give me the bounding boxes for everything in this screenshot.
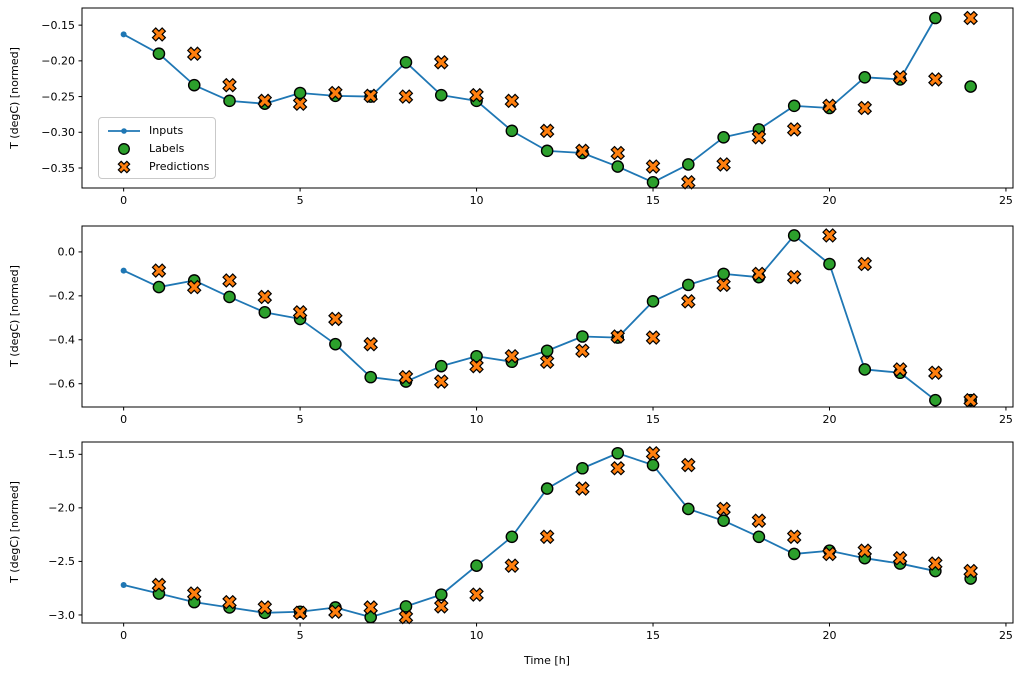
x-tick-label: 25 [999,629,1013,642]
legend-label-predictions: Predictions [149,159,210,173]
labels-circle-icon [106,141,142,155]
x-tick-label: 10 [470,194,484,207]
legend-item-predictions: Predictions [106,158,210,175]
axis-ticks: 0 5 10 15 20 25 −1.5 −2.0 −2.5 −3.0 [48,448,1013,642]
plot-frame [81,441,1014,624]
legend-label-inputs: Inputs [149,123,184,137]
y-axis-label-subplot-1: T (degC) [normed] [8,47,21,149]
x-tick-label: 0 [120,194,127,207]
x-tick-label: 25 [999,413,1013,426]
y-tick-label: −0.25 [41,90,75,103]
x-tick-label: 10 [470,629,484,642]
labels-series [152,229,977,407]
subplot-2: 0 5 10 15 20 25 0.0 −0.2 −0.4 −0.6 [48,225,1014,426]
x-axis-label: Time [h] [524,654,570,667]
inputs-series [120,232,939,404]
x-tick-label: 5 [297,413,304,426]
x-tick-label: 0 [120,629,127,642]
legend-item-labels: Labels [106,140,208,157]
predictions-series [151,10,978,190]
y-tick-label: −2.5 [48,555,75,568]
y-tick-label: −1.5 [48,448,75,461]
legend-item-inputs: Inputs [106,122,208,139]
y-tick-label: −0.35 [41,162,75,175]
predictions-series [151,228,978,408]
y-tick-label: −3.0 [48,609,75,622]
x-tick-label: 0 [120,413,127,426]
y-tick-label: −0.4 [48,334,75,347]
inputs-series [120,450,939,621]
labels-series [152,446,977,624]
x-tick-label: 5 [297,194,304,207]
inputs-line-icon [106,123,142,137]
x-tick-label: 10 [470,413,484,426]
legend: Inputs Labels Predictions [98,117,216,179]
axis-ticks: 0 5 10 15 20 25 −0.15 −0.20 −0.25 −0.30 −0.35 [41,19,1013,207]
plot-frame [81,7,1014,189]
y-tick-label: −0.20 [41,55,75,68]
y-tick-label: −0.15 [41,19,75,32]
x-tick-label: 15 [646,413,660,426]
y-tick-label: −0.30 [41,126,75,139]
plot-frame [81,225,1014,408]
y-axis-label-subplot-2: T (degC) [normed] [8,265,21,367]
x-tick-label: 25 [999,194,1013,207]
y-axis-label-subplot-3: T (degC) [normed] [8,481,21,583]
x-tick-label: 15 [646,629,660,642]
x-tick-label: 20 [822,413,836,426]
y-tick-label: 0.0 [58,246,76,259]
predictions-series [151,445,978,625]
y-tick-label: −2.0 [48,502,75,515]
subplot-3: 0 5 10 15 20 25 −1.5 −2.0 −2.5 −3.0 [48,441,1014,642]
y-tick-label: −0.2 [48,290,75,303]
subplot-1: 0 5 10 15 20 25 −0.15 −0.20 −0.25 −0.30 −0.35 [41,7,1014,207]
y-tick-label: −0.6 [48,378,75,391]
predictions-x-icon [106,159,142,174]
axis-ticks: 0 5 10 15 20 25 0.0 −0.2 −0.4 −0.6 [48,246,1013,426]
inputs-series [120,15,939,186]
x-tick-label: 20 [822,194,836,207]
x-tick-label: 20 [822,629,836,642]
x-tick-label: 15 [646,194,660,207]
legend-label-labels: Labels [149,141,185,155]
x-tick-label: 5 [297,629,304,642]
